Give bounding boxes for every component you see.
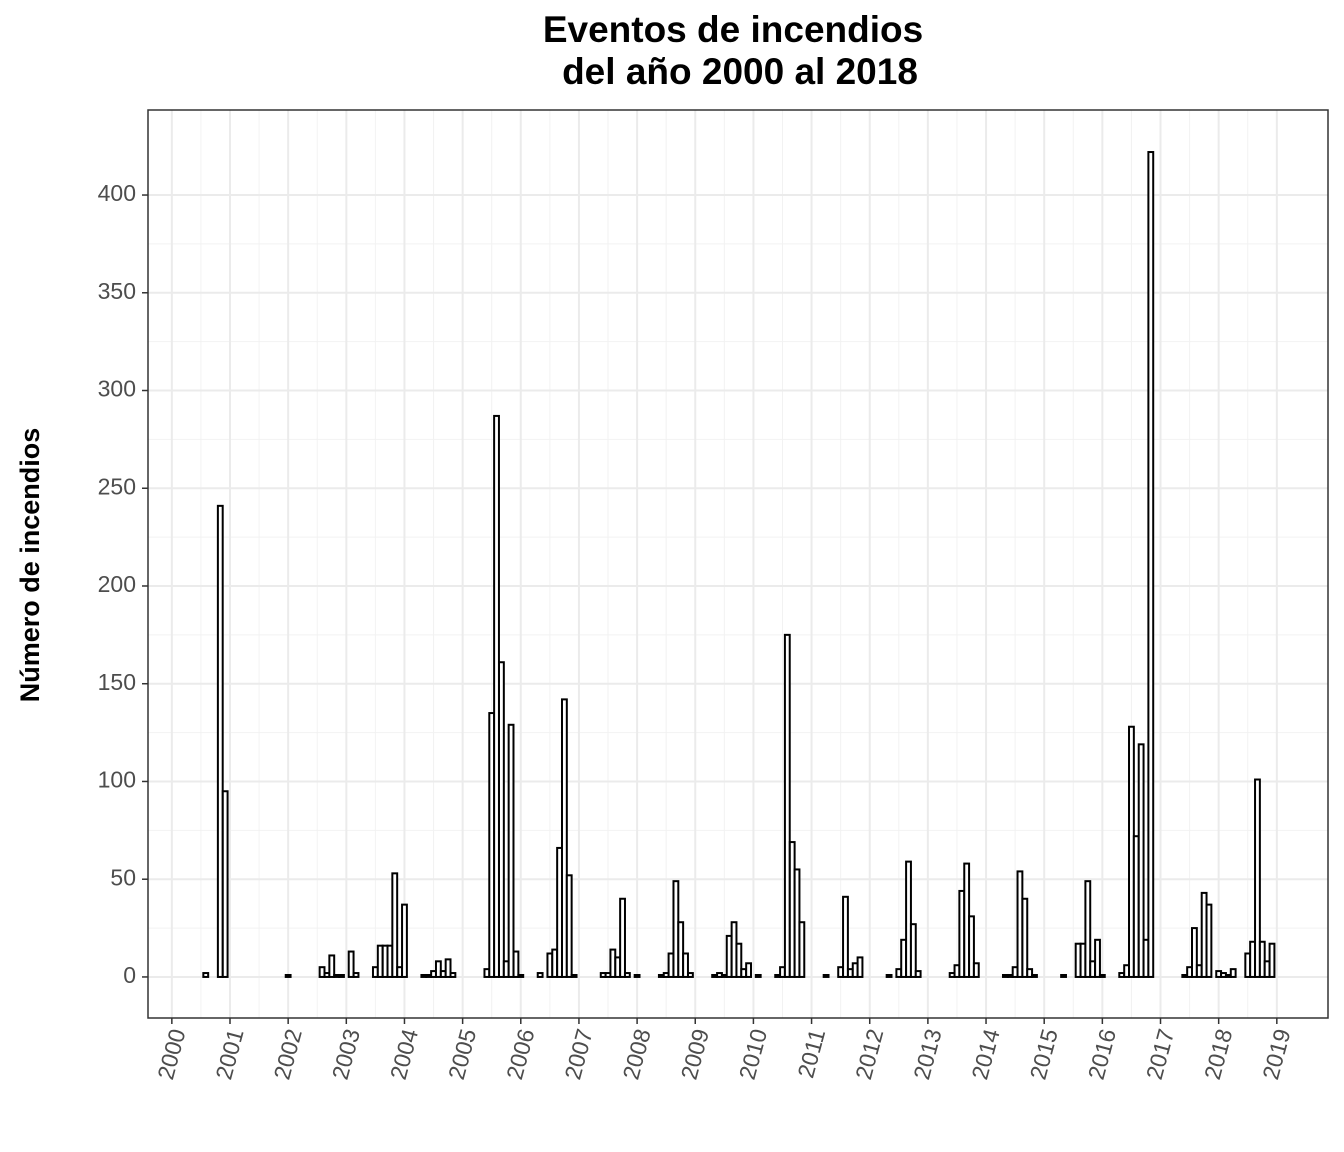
bar <box>449 972 457 978</box>
y-tick-label: 50 <box>110 864 136 890</box>
x-tick-label: 2013 <box>908 1026 946 1082</box>
bar <box>347 950 355 978</box>
bar <box>745 962 752 978</box>
bar <box>682 952 689 978</box>
bar <box>1268 942 1276 978</box>
y-tick-label: 300 <box>98 376 136 402</box>
x-tick-label: 2000 <box>152 1026 190 1082</box>
bar <box>1147 151 1155 978</box>
x-tick-label: 2003 <box>327 1026 365 1082</box>
bar <box>1026 968 1034 978</box>
x-tick-label: 2011 <box>792 1026 830 1081</box>
bar <box>434 960 442 978</box>
bar <box>1031 973 1038 978</box>
bar <box>444 958 452 978</box>
x-tick-label: 2010 <box>734 1026 772 1082</box>
x-tick-label: 2001 <box>210 1026 248 1082</box>
bar <box>783 633 791 978</box>
bar <box>202 972 210 978</box>
bar <box>905 860 912 978</box>
x-tick-label: 2006 <box>501 1026 539 1082</box>
bar <box>623 972 631 978</box>
bar <box>735 942 743 978</box>
panel-border <box>147 109 1329 1019</box>
x-tick-label: 2016 <box>1083 1026 1121 1082</box>
bar <box>1191 927 1198 978</box>
bar <box>1254 778 1261 978</box>
x-tick-label: 2004 <box>385 1026 423 1082</box>
bar <box>633 973 641 978</box>
y-tick-label: 250 <box>98 473 136 499</box>
bar <box>536 972 544 978</box>
bar <box>885 973 893 978</box>
x-tick-label: 2017 <box>1141 1026 1179 1082</box>
bar <box>842 895 849 978</box>
bar <box>401 903 408 978</box>
x-tick-label: 2002 <box>269 1026 307 1082</box>
bar <box>798 921 806 978</box>
bar <box>216 504 224 978</box>
bar <box>1094 938 1101 978</box>
bar <box>909 923 917 978</box>
bar <box>968 915 975 978</box>
bar <box>1060 973 1067 978</box>
bar <box>687 972 694 978</box>
x-tick-label: 2014 <box>966 1026 1004 1082</box>
bar <box>512 950 520 978</box>
bar <box>1258 940 1266 978</box>
bar <box>1084 880 1092 978</box>
x-tick-label: 2019 <box>1257 1026 1295 1082</box>
x-tick-label: 2015 <box>1025 1026 1063 1082</box>
y-tick-label: 200 <box>98 571 136 597</box>
x-tick-label: 2007 <box>559 1026 597 1082</box>
bar <box>517 973 525 978</box>
bar <box>914 970 922 978</box>
x-tick-label: 2009 <box>676 1026 714 1082</box>
bar <box>498 661 505 978</box>
bar <box>1137 743 1145 978</box>
bar <box>1205 903 1213 978</box>
x-tick-label: 2008 <box>617 1026 655 1082</box>
x-tick-label: 2018 <box>1199 1026 1237 1082</box>
bar <box>284 973 292 978</box>
bar <box>507 723 515 978</box>
bar <box>352 972 360 978</box>
y-axis-label: Número de incendios <box>15 428 45 703</box>
chart-title: del año 2000 al 2018 <box>562 51 918 92</box>
bar <box>822 973 830 978</box>
bar <box>1021 897 1029 978</box>
x-tick-label: 2012 <box>850 1026 888 1082</box>
bar <box>677 921 685 978</box>
bar <box>1229 968 1237 978</box>
bar <box>565 874 573 978</box>
bar <box>1098 973 1106 978</box>
y-tick-label: 400 <box>98 180 136 206</box>
x-tick-label: 2005 <box>443 1026 481 1082</box>
bar <box>328 954 336 978</box>
chart-title: Eventos de incendios <box>543 9 923 50</box>
y-tick-label: 100 <box>98 767 136 793</box>
bar <box>754 973 762 978</box>
bar <box>972 962 980 978</box>
y-tick-label: 0 <box>123 962 136 988</box>
bar <box>221 790 229 978</box>
y-tick-label: 150 <box>98 669 136 695</box>
bar <box>338 973 345 978</box>
bar <box>391 872 399 978</box>
bar <box>570 973 578 978</box>
y-tick-label: 350 <box>98 278 136 304</box>
bar <box>856 956 864 978</box>
bar <box>560 698 568 978</box>
bar <box>619 897 626 978</box>
